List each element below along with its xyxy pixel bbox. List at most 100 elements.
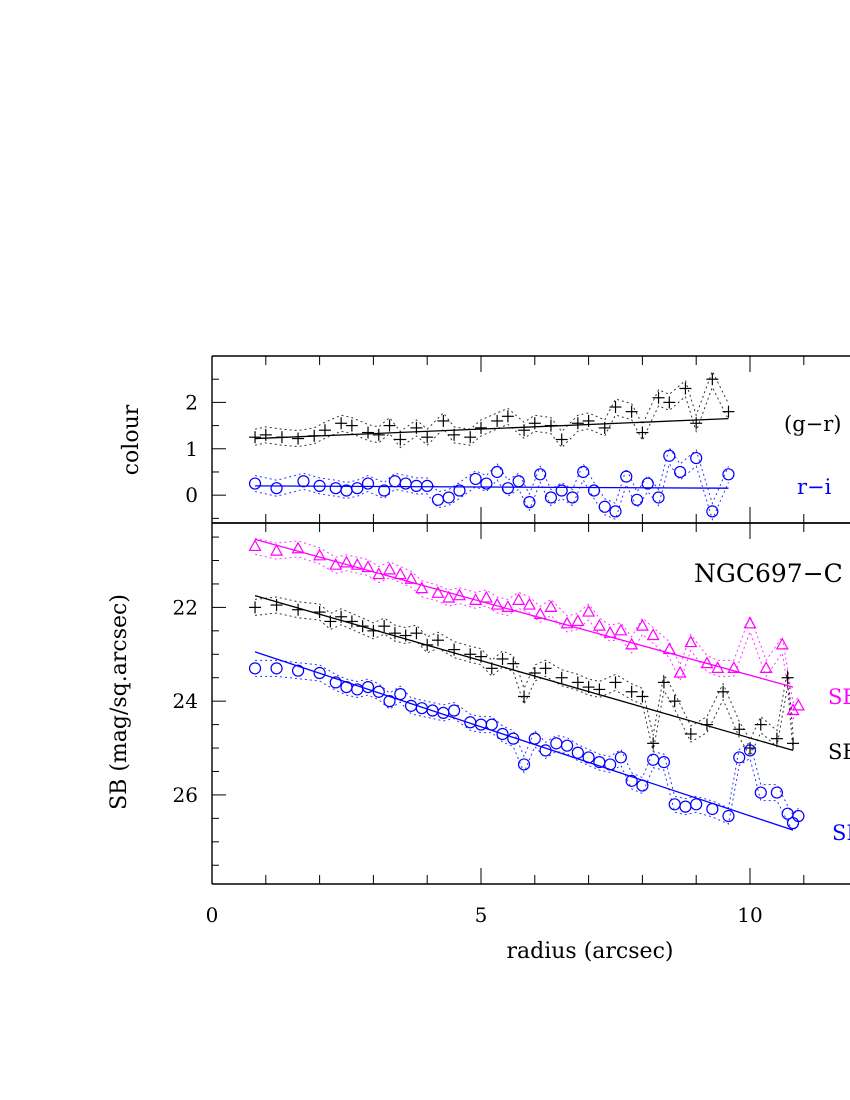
data-point bbox=[475, 421, 487, 434]
data-point bbox=[291, 664, 305, 677]
data-point bbox=[399, 629, 412, 642]
data-point bbox=[431, 634, 444, 647]
data-point bbox=[571, 746, 584, 759]
data-point bbox=[496, 727, 509, 741]
data-point bbox=[361, 477, 375, 490]
data-point bbox=[636, 426, 649, 439]
error-envelope-upper bbox=[254, 537, 799, 704]
data-point bbox=[657, 756, 671, 769]
data-point bbox=[582, 414, 595, 427]
data-point bbox=[598, 500, 611, 513]
error-envelope-upper bbox=[255, 659, 799, 816]
data-point bbox=[582, 604, 596, 617]
data-point bbox=[598, 421, 611, 434]
data-point bbox=[668, 695, 681, 708]
data-point bbox=[625, 637, 639, 650]
data-point bbox=[324, 615, 337, 628]
data-point bbox=[464, 431, 477, 444]
data-point bbox=[550, 737, 563, 750]
data-point bbox=[539, 662, 552, 675]
data-point bbox=[329, 482, 342, 495]
data-point bbox=[560, 616, 574, 629]
data-point bbox=[518, 424, 531, 437]
data-point bbox=[587, 484, 601, 497]
data-point bbox=[636, 690, 649, 703]
fit-line bbox=[255, 485, 729, 489]
data-point bbox=[421, 479, 434, 492]
data-point bbox=[533, 607, 547, 620]
data-point bbox=[544, 600, 558, 612]
data-point bbox=[566, 491, 579, 504]
data-point bbox=[485, 662, 498, 675]
data-point bbox=[469, 593, 483, 605]
data-point bbox=[754, 786, 767, 799]
data-point bbox=[313, 548, 327, 561]
data-point bbox=[248, 539, 262, 552]
series-r−i bbox=[248, 446, 735, 521]
data-point bbox=[356, 620, 369, 633]
data-point bbox=[571, 417, 584, 430]
data-point bbox=[727, 661, 741, 673]
data-point bbox=[308, 429, 321, 442]
data-point bbox=[722, 809, 735, 823]
data-point bbox=[754, 718, 767, 731]
data-point bbox=[480, 477, 493, 490]
data-point bbox=[297, 475, 310, 488]
data-point bbox=[512, 593, 526, 605]
data-point bbox=[711, 661, 725, 673]
data-point bbox=[329, 676, 342, 689]
data-point bbox=[781, 671, 794, 684]
y-tick-label: 0 bbox=[185, 483, 198, 507]
error-envelope-lower bbox=[255, 675, 799, 832]
data-point bbox=[652, 391, 665, 404]
data-point bbox=[410, 421, 423, 434]
data-point bbox=[507, 657, 520, 670]
data-point bbox=[448, 704, 461, 717]
data-point bbox=[378, 620, 391, 633]
data-point bbox=[270, 482, 283, 495]
data-point bbox=[625, 405, 638, 418]
data-point bbox=[571, 676, 584, 689]
sbr-series-label: SB_r bbox=[828, 740, 850, 764]
colour-panel: 0 1 2 bbox=[185, 355, 850, 524]
data-point bbox=[501, 410, 514, 423]
chart-title: NGC697−C bbox=[694, 559, 843, 588]
data-point bbox=[534, 468, 547, 481]
data-point bbox=[437, 414, 450, 427]
series-SB_r bbox=[249, 595, 800, 758]
y-tick-label: 2 bbox=[185, 390, 198, 414]
data-point bbox=[313, 666, 326, 680]
sb-axis-label: SB (mag/sq.arcsec) bbox=[107, 594, 132, 810]
data-point bbox=[684, 635, 698, 648]
data-point bbox=[469, 472, 482, 486]
y-tick-label: 1 bbox=[185, 437, 198, 461]
sbg-series-label: SB_g bbox=[828, 685, 850, 709]
data-point bbox=[383, 695, 396, 708]
data-point bbox=[372, 567, 386, 580]
data-point bbox=[673, 465, 687, 479]
data-point bbox=[474, 718, 488, 731]
y-tick-label: 26 bbox=[173, 783, 198, 807]
data-point bbox=[679, 382, 692, 395]
error-envelope-lower bbox=[254, 553, 799, 720]
data-point bbox=[517, 758, 531, 771]
data-point bbox=[335, 417, 348, 430]
data-point bbox=[507, 732, 520, 745]
y-tick-label: 24 bbox=[173, 689, 198, 713]
data-point bbox=[647, 737, 660, 750]
data-point bbox=[775, 637, 789, 650]
data-point bbox=[744, 742, 756, 755]
data-point bbox=[620, 470, 633, 483]
data-point bbox=[329, 557, 343, 570]
data-point bbox=[662, 642, 676, 655]
data-point bbox=[490, 597, 504, 610]
data-point bbox=[717, 685, 730, 698]
data-point bbox=[361, 560, 375, 573]
data-point bbox=[361, 680, 375, 694]
data-point bbox=[270, 543, 284, 556]
data-point bbox=[372, 428, 385, 441]
data-point bbox=[388, 475, 402, 488]
data-point bbox=[635, 618, 649, 631]
data-point bbox=[340, 680, 353, 694]
